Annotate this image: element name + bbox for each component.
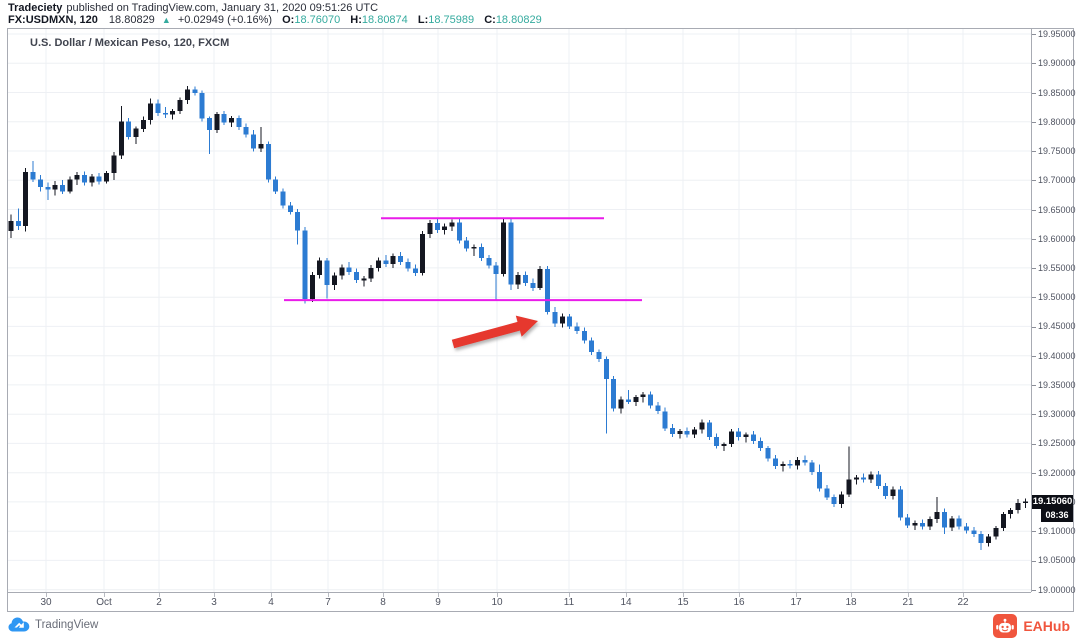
price-tick-label: 19.50000 <box>1032 292 1076 302</box>
time-tick-label: 14 <box>620 597 632 608</box>
tradingview-logo-icon <box>8 617 30 632</box>
time-tick-label: 8 <box>380 597 386 608</box>
price-tick-label: 19.00000 <box>1032 585 1076 595</box>
author-name: Tradeciety <box>8 2 63 14</box>
low-label: L: <box>417 14 429 26</box>
eahub-brand-label: EAHub <box>1023 618 1070 634</box>
time-tick-mark <box>159 593 160 597</box>
price-tick-label: 19.65000 <box>1032 205 1076 215</box>
price-tick-label: 19.70000 <box>1032 175 1076 185</box>
time-tick-mark <box>271 593 272 597</box>
price-tick-label: 19.75000 <box>1032 146 1076 156</box>
symbol-info-bar: FX:USDMXN, 120 18.80829 ▲ +0.02949 (+0.1… <box>8 14 542 27</box>
price-tick-label: 19.90000 <box>1032 58 1076 68</box>
open-label: O: <box>282 14 295 26</box>
time-tick-label: 15 <box>677 597 689 608</box>
time-tick-label: Oct <box>96 597 112 608</box>
price-up-arrow-icon: ▲ <box>161 15 171 25</box>
high-value: 18.80874 <box>361 14 408 26</box>
time-tick-label: 2 <box>156 597 162 608</box>
time-tick-label: 9 <box>435 597 441 608</box>
price-axis[interactable]: 19.15060 08:36 19.95000 19.90000 19.85000 1… <box>1032 29 1076 595</box>
price-tick-label: 19.35000 <box>1032 380 1076 390</box>
price-change: +0.02949 (+0.16%) <box>177 14 273 26</box>
time-tick-mark <box>963 593 964 597</box>
time-tick-label: 22 <box>957 597 969 608</box>
eahub-robot-icon <box>993 614 1018 638</box>
symbol-last-price: 18.80829 <box>108 14 155 26</box>
price-tick-label: 19.60000 <box>1032 234 1076 244</box>
symbol-name[interactable]: FX:USDMXN, 120 <box>8 14 98 26</box>
time-tick-label: 3 <box>211 597 217 608</box>
time-tick-mark <box>383 593 384 597</box>
byline: Tradeciety published on TradingView.com, … <box>8 2 378 14</box>
price-tick-label: 19.45000 <box>1032 321 1076 331</box>
candlestick-chart-canvas[interactable]: U.S. Dollar / Mexican Peso, 120, FXCM <box>8 29 1032 592</box>
breakout-arrow <box>451 315 538 349</box>
time-tick-mark <box>908 593 909 597</box>
price-tick-label: 19.55000 <box>1032 263 1076 273</box>
time-tick-mark <box>683 593 684 597</box>
price-tick-label: 19.30000 <box>1032 409 1076 419</box>
time-tick-label: 10 <box>491 597 503 608</box>
price-tick-label: 19.25000 <box>1032 438 1076 448</box>
published-text: published on TradingView.com, January 31… <box>66 2 379 14</box>
time-tick-label: 4 <box>268 597 274 608</box>
eahub-brand[interactable]: EAHub <box>993 614 1070 638</box>
time-tick-mark <box>104 593 105 597</box>
price-tick-label: 19.10000 <box>1032 526 1076 536</box>
price-tick-label: 19.80000 <box>1032 117 1076 127</box>
time-tick-label: 11 <box>563 597 575 608</box>
time-tick-mark <box>569 593 570 597</box>
time-tick-mark <box>739 593 740 597</box>
close-label: C: <box>484 14 496 26</box>
bar-countdown: 08:36 <box>1041 509 1073 523</box>
close-value: 18.80829 <box>495 14 542 26</box>
open-value: 18.76070 <box>294 14 341 26</box>
time-tick-mark <box>328 593 329 597</box>
price-tick-label: 19.85000 <box>1032 88 1076 98</box>
high-label: H: <box>350 14 362 26</box>
time-tick-mark <box>497 593 498 597</box>
price-tick-label: 19.20000 <box>1032 468 1076 478</box>
time-tick-mark <box>214 593 215 597</box>
time-tick-label: 30 <box>40 597 52 608</box>
price-tick-label: 19.05000 <box>1032 555 1076 565</box>
tradingview-brand[interactable]: TradingView <box>8 617 98 632</box>
time-tick-mark <box>626 593 627 597</box>
time-axis[interactable]: 30 Oct 2 3 4 7 8 9 10 11 14 15 16 17 18 21 22 <box>8 592 1031 612</box>
price-tick-label: 19.40000 <box>1032 351 1076 361</box>
time-tick-label: 18 <box>845 597 857 608</box>
low-value: 18.75989 <box>428 14 475 26</box>
pane-title: U.S. Dollar / Mexican Peso, 120, FXCM <box>30 37 230 49</box>
footer: TradingView EAHub <box>0 612 1080 643</box>
time-tick-mark <box>438 593 439 597</box>
time-tick-label: 21 <box>902 597 914 608</box>
time-tick-label: 17 <box>790 597 802 608</box>
time-tick-label: 16 <box>733 597 745 608</box>
tradingview-brand-label: TradingView <box>35 618 99 631</box>
price-tick-label: 19.95000 <box>1032 29 1076 39</box>
time-tick-mark <box>46 593 47 597</box>
time-tick-mark <box>851 593 852 597</box>
time-tick-label: 7 <box>325 597 331 608</box>
last-price-tag: 19.15060 <box>1032 494 1073 509</box>
chart-widget: U.S. Dollar / Mexican Peso, 120, FXCM 19… <box>7 28 1076 612</box>
time-tick-mark <box>796 593 797 597</box>
